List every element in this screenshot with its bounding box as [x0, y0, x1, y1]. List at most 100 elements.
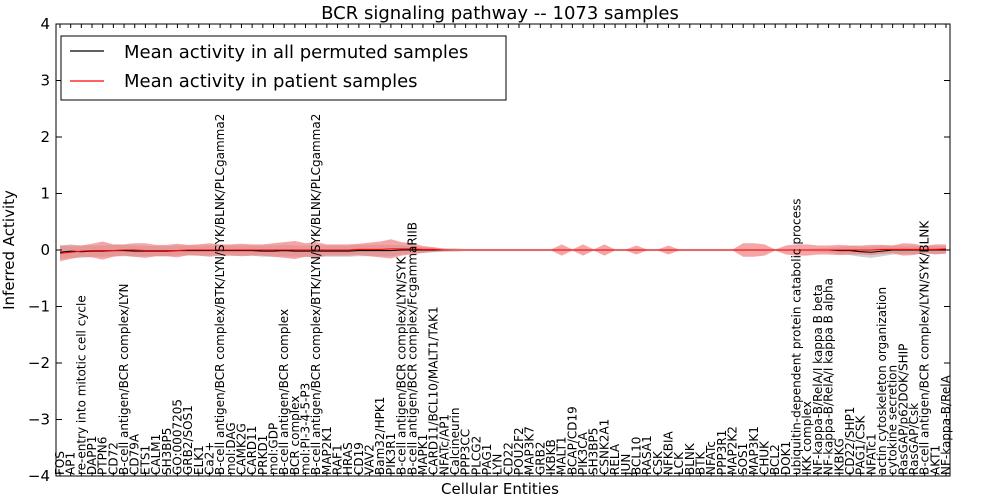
y-tick-label: 0 — [40, 241, 50, 259]
x-tick-label: CSNK2A1 — [597, 419, 611, 475]
x-tick-label: NF-kappa-B/RelA/I kappa B alpha — [822, 278, 836, 475]
x-tick-label: ubiquitin-dependent protein catabolic pr… — [790, 199, 804, 475]
x-axis-label: Cellular Entities — [441, 480, 559, 498]
x-tick-label: B-cell antigen/BCR complex/BTK/LYN/SYK/B… — [213, 114, 227, 475]
x-tick-label: B-cell antigen/BCR complex/FcgammaRIIB — [405, 222, 419, 475]
x-tick-label: PTPN6 — [96, 437, 110, 475]
x-tick-label: LYN — [491, 454, 505, 475]
x-tick-label: IKK complex — [800, 401, 814, 475]
y-tick-label: −1 — [28, 298, 50, 316]
x-tick-label: SH3BP5 — [160, 428, 174, 475]
x-tick-label: MAPK1 — [416, 434, 430, 475]
y-tick-label: 3 — [40, 72, 50, 90]
x-tick-label: GRB2/SOS1 — [181, 405, 195, 475]
x-tick-label: mol:GDP — [266, 423, 280, 475]
x-tick-label: CARD11 — [245, 426, 259, 475]
x-tick-label: BTK — [693, 450, 707, 475]
x-tick-label: PAG1/CSK — [854, 415, 868, 475]
y-tick-label: −3 — [28, 411, 50, 429]
x-tick-label: CD79A — [128, 433, 142, 475]
x-tick-label: DAPP1 — [85, 436, 99, 475]
x-tick-label: POU2F2 — [512, 427, 526, 475]
x-tick-label: B-cell antigen/BCR complex/LYN/SYK/BLNK — [918, 220, 932, 475]
x-tick-label: RasGAP/Csk — [907, 403, 921, 475]
y-tick-label: −4 — [28, 467, 50, 485]
x-tick-label: Bam32/HPK1 — [373, 397, 387, 475]
x-tick-label: ELK1 — [192, 445, 206, 475]
x-tick-label: IKBKB — [544, 439, 558, 475]
x-tick-label: NFATc1 — [864, 433, 878, 475]
x-tick-label: BCL10 — [629, 437, 643, 475]
x-tick-label: NFATc — [704, 441, 718, 475]
x-tick-label: Ca2+ — [202, 442, 216, 475]
x-tick-label: DOK1 — [779, 441, 793, 475]
x-tick-label: PPP3R1 — [715, 430, 729, 475]
chart-title: BCR signaling pathway -- 1073 samples — [321, 3, 679, 24]
patient-line — [59, 248, 947, 254]
x-tick-label: CALM1 — [149, 434, 163, 475]
x-tick-label: NF-kappa-B/RelA/I kappa B beta — [811, 284, 825, 475]
x-tick-label: NFATc/AP1 — [437, 414, 451, 475]
x-tick-label: NFKBIA — [661, 430, 675, 475]
x-tick-label: CD22/SHP1 — [843, 407, 857, 475]
x-tick-label: SH3BP5 — [587, 428, 601, 475]
x-tick-label: LCK — [672, 451, 686, 475]
x-tick-label: GO:0007205 — [170, 399, 184, 475]
x-tick-label: B-cell antigen/BCR complex/LYN — [117, 283, 131, 475]
y-tick-label: −2 — [28, 354, 50, 372]
x-tick-label: IKBKG — [832, 438, 846, 475]
x-tick-label: MALT1 — [555, 436, 569, 475]
x-tick-label: mol:DAG — [224, 422, 238, 475]
legend-box — [60, 35, 507, 101]
x-tick-label: NF-kappa-B/RelA — [939, 374, 953, 475]
x-tick-label: cytokine secretion — [886, 365, 900, 475]
y-axis-label: Inferred Activity — [0, 190, 18, 310]
x-tick-label: B-cell antigen/BCR complex/LYN/SYK — [395, 255, 409, 475]
x-tick-label: RasGAP/p62DOK/SHIP — [896, 344, 910, 475]
x-tick-label: AKT1 — [928, 445, 942, 475]
x-tick-label: VAV2 — [363, 444, 377, 475]
x-tick-label: ETS1 — [138, 445, 152, 475]
x-tick-label: CARD11/BCL10/MALT1/TAK1 — [427, 306, 441, 475]
x-tick-label: MAP2K2 — [726, 426, 740, 475]
x-tick-label: BCR complex — [288, 396, 302, 475]
x-tick-label: RASA1 — [640, 435, 654, 475]
x-tick-label: CHUK — [758, 440, 772, 475]
x-tick-label: CAMK2G — [234, 423, 248, 475]
x-tick-label: CD22 — [501, 442, 515, 475]
x-tick-label: MAP2K1 — [320, 426, 334, 475]
x-tick-label: B-cell antigen/BCR complex — [277, 309, 291, 475]
y-tick-label: 2 — [40, 128, 50, 146]
x-tick-label: re-entry into mitotic cell cycle — [74, 295, 88, 475]
x-tick-label: CD72 — [106, 442, 120, 475]
x-tick-label: B-cell antigen/BCR complex/BTK/LYN/SYK/B… — [309, 114, 323, 475]
x-tick-label: SOS1 — [736, 443, 750, 475]
x-tick-label: BCL2 — [768, 444, 782, 475]
x-tick-label: JUN — [619, 454, 633, 476]
x-tick-label: actin cytoskeleton organization — [875, 287, 889, 475]
legend-label-permuted: Mean activity in all permuted samples — [124, 42, 468, 63]
x-tick-label: PPP3CC — [459, 429, 473, 475]
x-tick-label: PIK3R1 — [384, 433, 398, 475]
x-tick-label: RELA — [608, 443, 622, 475]
legend: Mean activity in all permuted samples Me… — [60, 35, 507, 101]
plot-frame — [55, 23, 951, 477]
x-tick-label: CD19 — [352, 442, 366, 475]
x-tick-label: PLCG2 — [469, 436, 483, 475]
x-tick-label: MAP3K1 — [747, 426, 761, 475]
legend-label-patient: Mean activity in patient samples — [124, 71, 418, 92]
x-tick-label: PIK3CA — [576, 431, 590, 475]
x-tick-label: AP1 — [64, 452, 78, 475]
x-tick-label: PAG1 — [480, 444, 494, 475]
x-tick-label: BCAP/CD19 — [565, 406, 579, 475]
y-tick-label: 1 — [40, 185, 50, 203]
x-tick-label: GRB2 — [533, 441, 547, 475]
x-tick-label: BLNK — [683, 442, 697, 475]
x-tick-label: CSK — [651, 450, 665, 475]
y-tick-label: 4 — [40, 15, 50, 33]
x-tick-label: mol:PI-3-4-5-P3 — [299, 383, 313, 475]
x-tick-label: Calcineurin — [448, 408, 462, 475]
